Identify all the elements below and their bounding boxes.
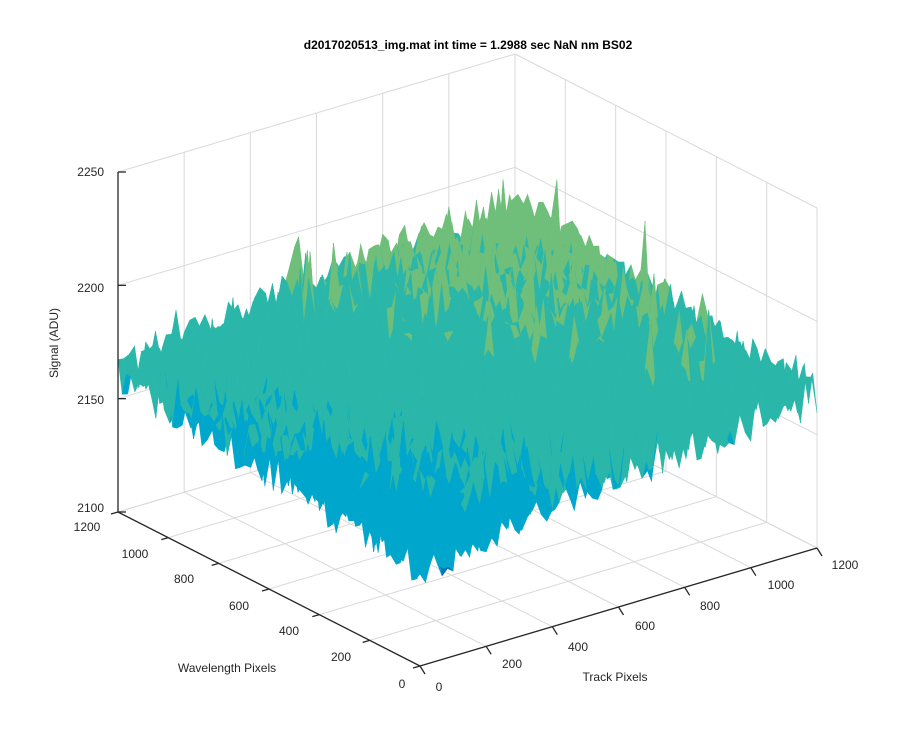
back-wall-grid-line [117,166,516,286]
side-wall-grid-line [514,166,818,322]
floor-grid-line [319,496,717,616]
chart-title: d2017020513_img.mat int time = 1.2988 se… [304,38,633,52]
side-wall-grid-line [514,53,818,209]
surface-plot [117,179,818,583]
floor-grid-line [369,521,767,641]
back-wall-grid-line [117,53,516,173]
